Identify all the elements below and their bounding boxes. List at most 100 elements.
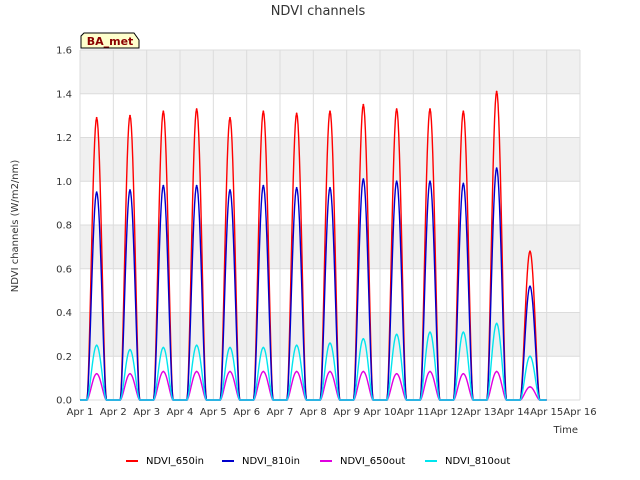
data-point [329,186,331,189]
data-point [329,110,331,113]
data-point [229,346,231,349]
x-tick-label: Apr 15 [530,407,563,418]
data-point [162,370,165,373]
data-point [129,189,131,191]
badge-shape [80,32,140,49]
data-point [362,370,365,373]
y-tick-label: 0.6 [56,264,72,275]
x-tick-label: Apr 9 [333,407,360,418]
data-point [129,372,131,375]
x-tick-label: Apr 8 [300,407,327,418]
data-point [162,184,165,187]
data-point [462,110,465,113]
legend-label: NDVI_650out [340,456,405,467]
y-tick-label: 0.4 [56,308,72,319]
data-point [295,186,298,189]
data-point [495,90,498,93]
data-point [295,112,298,115]
ba-met-badge: BA_met [80,32,140,49]
data-point [462,372,465,375]
y-tick-labels: 0.0 0.2 0.4 0.6 0.8 1.0 1.2 1.4 1.6 [56,46,72,407]
plot-band [80,93,580,138]
data-point [429,180,431,183]
data-point [495,370,498,373]
data-point [195,108,198,110]
x-tick-label: Apr 5 [200,407,227,418]
legend-item: NDVI_810out [425,456,510,467]
x-tick-label: Apr 14 [497,407,530,418]
data-point [229,116,231,119]
x-tick-label: Apr 10 [363,407,396,418]
y-tick-label: 1.2 [56,133,72,144]
x-tick-label: Apr 6 [233,407,260,418]
data-point [95,116,98,119]
grid-lines [79,49,581,401]
x-tick-label: Apr 3 [133,407,160,418]
data-point [362,337,365,340]
plot-band [80,50,580,94]
data-point [329,370,331,373]
data-point [395,333,398,336]
legend-item: NDVI_650in [126,456,204,467]
data-point [295,344,298,347]
data-point [229,370,231,373]
x-tick-label: Apr 12 [430,407,463,418]
legend: NDVI_650in NDVI_810in NDVI_650out NDVI_810o… [126,456,510,467]
data-point [295,370,298,373]
data-point [329,342,331,345]
data-point [395,372,398,375]
legend-label: NDVI_810out [445,456,510,467]
x-tick-label: Apr 13 [463,407,496,418]
y-tick-label: 1.0 [56,177,72,188]
legend-label: NDVI_650in [146,456,204,467]
data-point [262,370,265,373]
x-tick-label: Apr 4 [167,407,194,418]
data-point [395,108,398,110]
data-point [95,344,98,347]
data-point [462,182,465,185]
plot-band [80,137,580,182]
data-point [395,180,398,183]
y-tick-label: 0.0 [56,396,72,407]
data-point [129,348,131,351]
badge-label: BA_met [87,35,134,48]
y-tick-label: 1.4 [56,89,72,100]
data-point [195,184,198,187]
data-point [429,108,431,110]
data-point [162,346,165,349]
legend-item: NDVI_810in [222,456,300,467]
data-point [429,370,431,373]
x-tick-labels: Apr 1 Apr 2 Apr 3 Apr 4 Apr 5 Apr 6 Apr 7 Apr 8… [67,407,597,418]
data-point [229,189,231,191]
data-point [529,385,531,388]
data-point [529,355,531,358]
chart-title: NDVI channels [271,4,366,19]
y-tick-label: 0.8 [56,221,72,232]
plot-band [80,225,580,269]
data-point [262,184,265,187]
data-point [495,322,498,325]
legend-item: NDVI_650out [320,456,405,467]
x-tick-label: Apr 2 [100,407,127,418]
series-layer [80,90,547,401]
data-point [362,103,365,106]
plot-band [80,268,580,313]
y-axis-title: NDVI channels (W/m2/nm) [10,160,21,293]
plot-band [80,312,580,357]
data-point [429,331,431,334]
data-point [362,178,365,180]
x-axis-title: Time [553,425,578,436]
x-tick-label: Apr 1 [67,407,94,418]
data-point [195,344,198,347]
data-point [95,372,98,375]
x-tick-label: Apr 16 [563,407,596,418]
plot-bands [80,50,580,400]
y-tick-label: 0.2 [56,352,72,363]
data-point [529,250,531,253]
data-point [162,110,165,113]
legend-label: NDVI_810in [242,456,300,467]
data-point [495,167,498,170]
data-point [129,114,131,117]
plot-band [80,356,580,400]
data-point [95,191,98,194]
